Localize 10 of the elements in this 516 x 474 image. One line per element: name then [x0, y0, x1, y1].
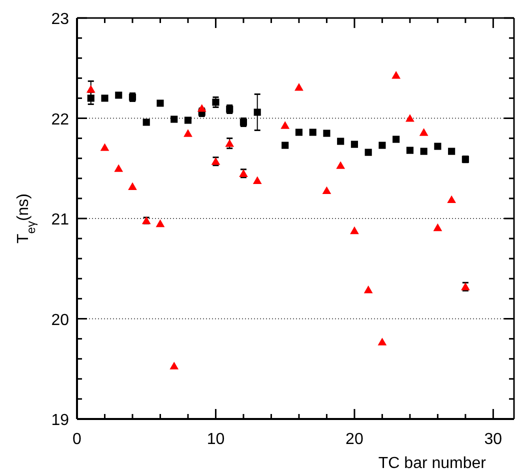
y-tick-label: 22 — [51, 111, 70, 128]
y-tick-label: 20 — [51, 312, 70, 329]
x-axis-title: TC bar number — [378, 455, 487, 472]
x-tick-label: 30 — [484, 431, 502, 448]
x-tick-label: 20 — [346, 431, 364, 448]
x-tick-label: 0 — [72, 431, 82, 448]
y-tick-label: 23 — [51, 11, 70, 28]
y-tick-label: 21 — [51, 212, 70, 228]
y-tick-label: 19 — [51, 412, 70, 429]
x-tick-label: 10 — [206, 431, 225, 448]
